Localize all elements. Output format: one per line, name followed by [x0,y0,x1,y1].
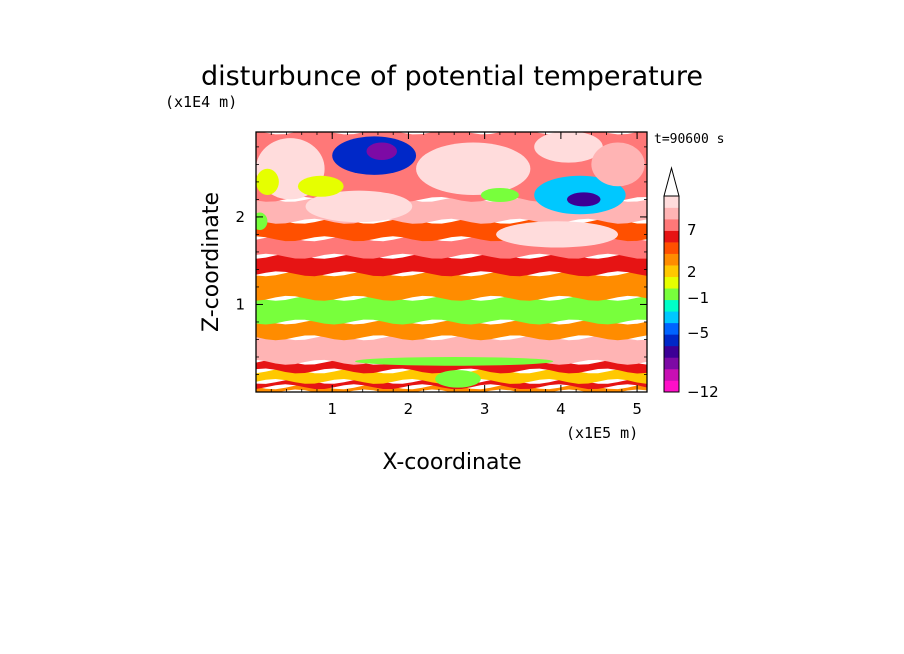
colorbar-segment [664,230,679,243]
contour-band [256,296,647,325]
x-tick-label: 2 [404,400,414,418]
colorbar-tick-label: −5 [687,324,709,342]
colorbar-segment [664,380,679,393]
x-unit-label: (x1E5 m) [566,424,638,442]
contour-anomaly [416,142,531,196]
colorbar-segment [664,334,679,347]
contour-anomaly [566,192,601,207]
colorbar-segment [664,242,679,254]
x-tick-label: 1 [327,400,337,418]
x-axis: 1 2 3 4 5 [270,132,642,418]
contour-band [256,335,647,365]
colorbar-segment [664,253,679,266]
contour-anomaly [496,221,619,248]
contour-band [256,253,647,277]
colorbar-tick-label: 7 [687,221,697,239]
contour-band [256,319,647,341]
x-axis-label: X-coordinate [382,450,521,475]
colorbar-segment [664,345,679,358]
contour-anomaly [256,212,268,231]
time-label: t=90600 s [654,132,724,147]
x-tick-label: 5 [632,400,642,418]
contour-anomaly [355,356,554,366]
colorbar-segment [664,368,679,381]
colorbar-segment [664,322,679,335]
contour-anomaly [366,142,398,161]
colorbar-segment [664,265,679,278]
contour-anomaly [297,175,344,197]
y-tick-label: 1 [235,295,245,313]
colorbar-segment [664,288,679,301]
y-axis-label: Z-coordinate [199,192,224,332]
colorbar-segment [664,196,679,208]
contour-plot-area [256,132,647,392]
colorbar-segment [664,207,679,220]
contour-anomaly [480,188,519,203]
contour-band [256,271,647,301]
contour-anomaly [566,138,586,151]
plot-frame [255,131,648,393]
colorbar-segment [664,219,679,231]
contour-anomaly [591,142,645,187]
contour-fill [256,132,647,392]
contour-anomaly [256,168,279,196]
contour-anomaly [343,197,382,210]
chart-title: disturbunce of potential temperature [201,61,703,92]
colorbar-segment [664,311,679,324]
colorbar: 7 2 −1 −5 −12 [663,166,719,401]
y-unit-label: (x1E4 m) [165,93,237,111]
colorbar-tick-label: −12 [687,383,719,401]
colorbar-segment [664,357,679,370]
colorbar-extend-arrow [663,166,680,197]
colorbar-segment [664,299,679,312]
contour-anomaly [435,370,481,388]
colorbar-segment [664,276,679,289]
x-tick-label: 4 [556,400,566,418]
y-axis: 12 [235,146,647,375]
y-tick-label: 2 [235,208,245,226]
colorbar-tick-label: 2 [687,263,697,281]
x-tick-label: 3 [480,400,490,418]
colorbar-tick-label: −1 [687,289,709,307]
